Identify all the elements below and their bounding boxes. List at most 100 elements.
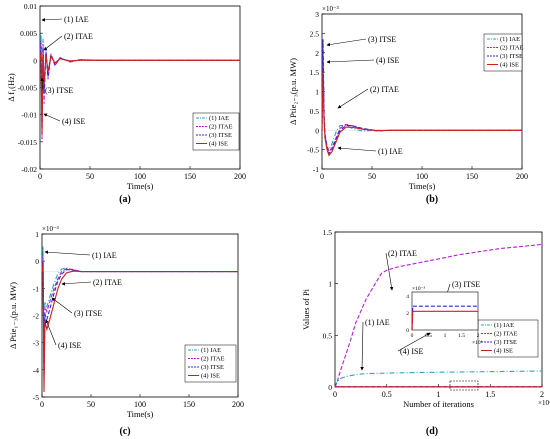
y-tick-label: 1 — [328, 280, 332, 289]
annotation-arrow — [44, 250, 91, 256]
y-axis-label: Δ f₁(Hz) — [6, 73, 16, 102]
annotation-arrow — [337, 88, 369, 109]
x-tick-label: 0 — [38, 172, 42, 181]
legend-label: (1) IAE — [201, 347, 221, 354]
x-axis-label: Time(s) — [409, 181, 436, 191]
y-tick-label: -2 — [33, 312, 39, 321]
y-tick-label: 2.5 — [310, 29, 320, 38]
annotation-arrow — [326, 59, 375, 64]
inset-y-exponent: ×10⁻³ — [412, 286, 426, 292]
series-line-1 — [334, 370, 543, 388]
annotation-arrow — [43, 35, 63, 51]
legend-label: (1) IAE — [494, 322, 514, 329]
annotation-label: (4) ISE — [58, 341, 81, 350]
series-line-2 — [334, 243, 543, 388]
annotation-label: (2) ITAE — [64, 32, 93, 41]
x-tick-label: 0.5 — [382, 390, 392, 399]
y-tick-label: -1 — [33, 284, 39, 293]
annotation-label: (1) IAE — [92, 251, 117, 260]
x-tick-label: 0 — [40, 400, 44, 409]
legend-label: (3) ITSE — [494, 339, 517, 346]
y-tick-label: -0.015 — [18, 138, 38, 147]
annotation-label: (1) IAE — [64, 15, 89, 24]
inset-x-tick-label: 2 — [477, 333, 480, 339]
y-tick-label: 1 — [315, 88, 319, 97]
y-tick-label: 3 — [315, 10, 319, 19]
x-tick-label: 100 — [134, 400, 146, 409]
legend-label: (4) ISE — [201, 373, 220, 380]
annotation-arrow — [337, 146, 377, 152]
legend-label: (1) IAE — [209, 115, 229, 122]
panel-b: 0 50 100 150 200 3 2.5 2 1.5 1 0.5 0 -0.5 -1 Time(s) Δ … — [288, 5, 528, 205]
x-tick-label: 200 — [234, 172, 246, 181]
series-line-4 — [321, 70, 522, 157]
y-tick-label: 0 — [35, 257, 39, 266]
y-axis-label: Δ Ptie₂₋₃(p.u. MW) — [288, 58, 298, 125]
annotation-arrow — [360, 321, 364, 371]
y-exponent: ×10⁻³ — [42, 225, 59, 233]
x-exponent: ×10⁴ — [538, 399, 550, 407]
x-axis-label: Time(s) — [127, 409, 154, 419]
legend-label: (4) ISE — [494, 348, 513, 355]
x-tick-label: 50 — [86, 172, 94, 181]
y-tick-label: -4 — [33, 366, 39, 375]
y-tick-label: -1 — [313, 165, 319, 174]
y-tick-label: 0.01 — [24, 2, 37, 11]
series-line-4 — [39, 52, 240, 134]
x-tick-label: 200 — [516, 172, 528, 181]
annotation-arrow — [326, 38, 367, 47]
legend-label: (2) ITAE — [209, 124, 233, 131]
y-tick-label: 2 — [315, 49, 319, 58]
annotation-label: (3) ITSE — [74, 309, 102, 318]
zoom-region-box — [449, 380, 479, 391]
x-tick-label: 100 — [134, 172, 146, 181]
annotation-label: (3) ITSE — [45, 86, 73, 95]
x-tick-label: 1.5 — [485, 390, 495, 399]
y-tick-label: -0.02 — [21, 165, 37, 174]
y-exponent: ×10⁻³ — [322, 5, 339, 13]
annotation-label: (4) ISE — [62, 117, 85, 126]
y-tick-label: -0.5 — [307, 146, 319, 155]
x-tick-label: 0 — [333, 390, 337, 399]
annotation-label: (2) ITAE — [370, 85, 399, 94]
inset-y-tick-label: 0 — [406, 328, 409, 334]
annotation-label: (3) ITSE — [452, 280, 480, 289]
inset-y-tick-label: 4 — [406, 294, 409, 300]
x-axis-label: Time(s) — [127, 181, 154, 191]
y-tick-label: 1.5 — [310, 68, 320, 77]
panel-label: (c) — [119, 426, 130, 437]
panel-label: (b) — [426, 194, 438, 205]
legend-label: (4) ISE — [500, 62, 519, 69]
y-tick-label: 0.5 — [323, 331, 333, 340]
x-tick-label: 2 — [540, 390, 544, 399]
annotation-label: (4) ISE — [400, 347, 423, 356]
y-tick-label: 0 — [315, 126, 319, 135]
legend-label: (2) ITAE — [500, 45, 524, 52]
legend-label: (1) IAE — [500, 36, 520, 43]
inset-x-tick-label: 1.5 — [458, 333, 465, 339]
inset-x-exponent: ×10⁴ — [472, 340, 483, 346]
annotation-label: (3) ITSE — [368, 35, 396, 44]
inset-series-line-4 — [411, 310, 478, 331]
annotation-arrow — [61, 281, 92, 286]
y-tick-label: 1 — [35, 230, 39, 239]
legend: (1) IAE (2) ITAE(3) ITSE (4) ISE — [483, 33, 524, 72]
x-tick-label: 50 — [87, 400, 95, 409]
legend-label: (3) ITSE — [209, 132, 232, 139]
legend-label: (3) ITSE — [500, 53, 523, 60]
inset-y-tick-label: 2 — [406, 311, 409, 317]
annotation-label: (2) ITAE — [93, 278, 122, 287]
annotation-arrow — [43, 113, 61, 122]
x-axis-label: Number of iterations — [403, 399, 474, 409]
x-tick-label: 150 — [184, 172, 196, 181]
x-tick-label: 1 — [437, 390, 441, 399]
y-tick-label: 0.005 — [20, 29, 37, 38]
y-axis-label: Δ Ptie₁₋₃(p.u. MW) — [8, 282, 18, 349]
x-tick-label: 0 — [320, 172, 324, 181]
y-tick-label: 0 — [328, 383, 332, 392]
legend-label: (4) ISE — [209, 141, 228, 148]
annotation-arrow — [51, 297, 73, 314]
legend-label: (3) ITSE — [201, 364, 224, 371]
annotation-label: (4) ISE — [376, 56, 399, 65]
series-line-4 — [41, 264, 238, 393]
